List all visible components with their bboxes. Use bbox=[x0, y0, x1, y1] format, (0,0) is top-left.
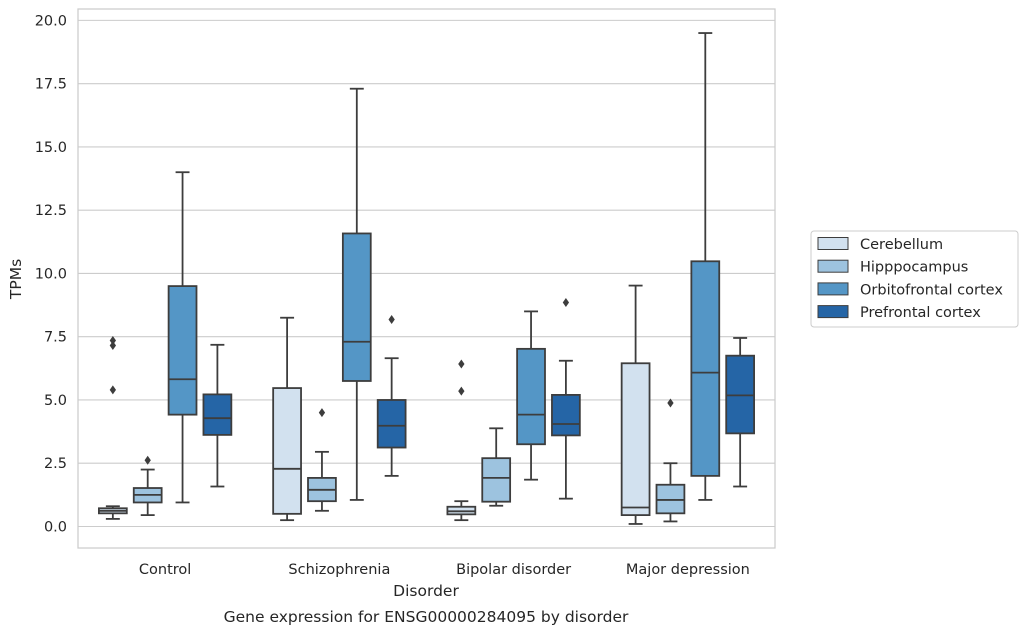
box-group bbox=[655, 398, 686, 523]
y-axis-title: TPMs bbox=[7, 259, 25, 300]
box-group bbox=[725, 337, 755, 488]
x-tick-label: Control bbox=[139, 562, 191, 578]
box bbox=[376, 399, 407, 449]
y-tick-label: 12.5 bbox=[35, 203, 67, 219]
x-axis-title: Disorder bbox=[393, 582, 459, 600]
box bbox=[690, 260, 721, 477]
figure-caption: Gene expression for ENSG00000284095 by d… bbox=[224, 608, 629, 626]
box-group bbox=[167, 171, 198, 504]
outlier-point bbox=[109, 385, 116, 395]
box-group bbox=[202, 343, 233, 488]
outlier-point bbox=[667, 398, 674, 408]
box bbox=[341, 232, 372, 382]
box bbox=[202, 393, 233, 436]
x-tick-label: Schizophrenia bbox=[288, 562, 390, 578]
legend-swatch bbox=[817, 237, 849, 250]
box-group bbox=[341, 87, 372, 501]
box-group bbox=[620, 284, 651, 525]
legend-frame bbox=[810, 230, 1019, 328]
outlier-point bbox=[388, 314, 395, 324]
legend-label: Prefrontal cortex bbox=[860, 305, 981, 321]
outlier-point bbox=[109, 341, 116, 351]
box-group bbox=[376, 314, 407, 477]
box-group bbox=[551, 298, 581, 500]
box-group bbox=[516, 310, 546, 481]
y-tick-labels: 0.0 2.5 5.0 7.5 10.0 12.5 15.0 17.5 20.0 bbox=[35, 13, 67, 535]
box-group bbox=[272, 316, 302, 522]
outlier-point bbox=[458, 386, 465, 396]
y-tick-label: 5.0 bbox=[44, 393, 67, 409]
box bbox=[551, 394, 581, 437]
box bbox=[481, 457, 512, 503]
box-group bbox=[132, 455, 163, 517]
y-tick-label: 20.0 bbox=[35, 13, 67, 29]
box-group bbox=[446, 359, 477, 522]
legend-label: Orbitofrontal cortex bbox=[860, 282, 1003, 298]
y-tick-label: 7.5 bbox=[44, 330, 67, 346]
outlier-point bbox=[562, 298, 570, 308]
x-tick-label: Bipolar disorder bbox=[456, 562, 571, 578]
box-plot-marks bbox=[98, 32, 755, 525]
legend-label: Cerebellum bbox=[860, 237, 943, 253]
y-tick-label: 10.0 bbox=[35, 266, 67, 282]
x-tick-labels: Control Schizophrenia Bipolar disorder Majo… bbox=[139, 562, 750, 578]
y-tick-label: 2.5 bbox=[44, 456, 67, 472]
outlier-point bbox=[109, 335, 116, 345]
legend-label: Hipppocampus bbox=[860, 260, 968, 276]
box bbox=[620, 362, 651, 517]
box-group bbox=[690, 32, 721, 501]
y-tick-label: 17.5 bbox=[35, 77, 67, 93]
x-tick-label: Major depression bbox=[626, 562, 750, 578]
box-group bbox=[98, 335, 128, 520]
box bbox=[272, 387, 302, 515]
y-tick-label: 15.0 bbox=[35, 140, 67, 156]
legend: Cerebellum Hipppocampus Orbitofrontal cort… bbox=[810, 230, 1019, 328]
box-group bbox=[481, 427, 512, 507]
plot-frame bbox=[77, 8, 776, 549]
outlier-point bbox=[318, 408, 326, 418]
outlier-point bbox=[458, 359, 465, 369]
box bbox=[516, 347, 546, 446]
box bbox=[167, 285, 198, 416]
box-group bbox=[307, 408, 337, 512]
outlier-point bbox=[144, 455, 151, 465]
legend-swatch bbox=[817, 259, 849, 273]
legend-swatch bbox=[817, 305, 849, 319]
legend-swatch bbox=[817, 282, 849, 296]
y-tick-label: 0.0 bbox=[44, 519, 67, 535]
